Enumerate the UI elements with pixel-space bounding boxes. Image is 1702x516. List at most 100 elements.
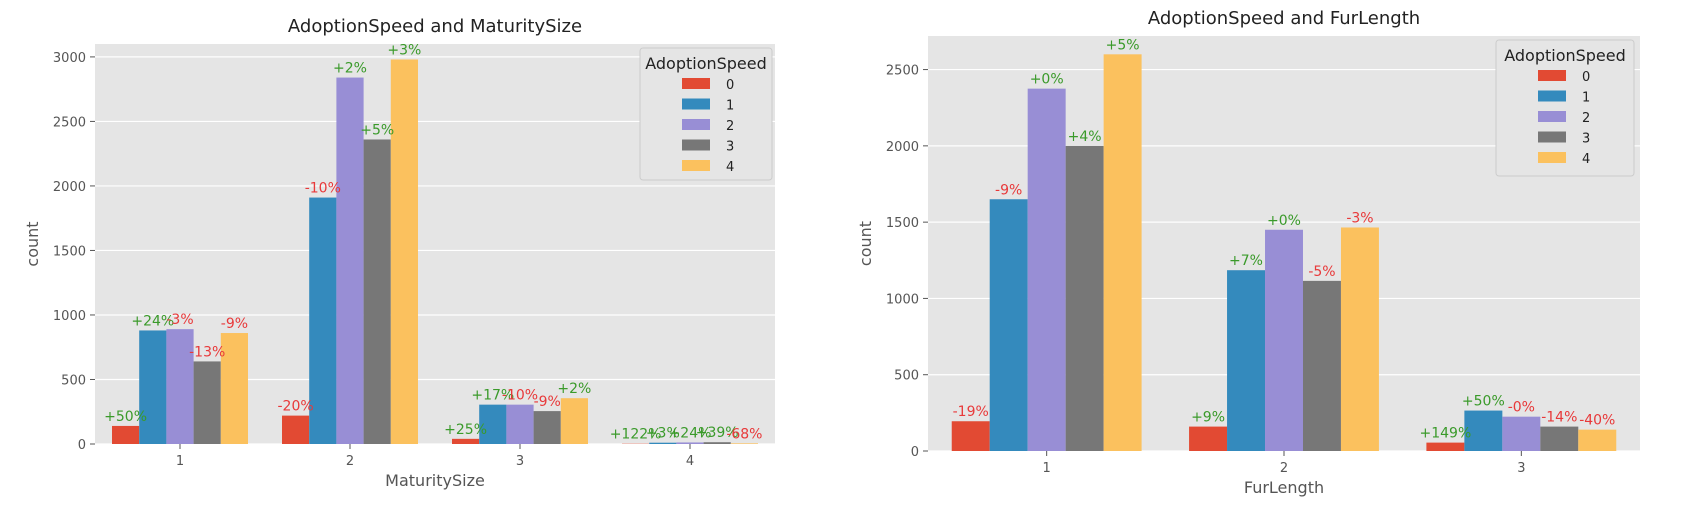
bar-series-3-cat-3 [534, 411, 561, 444]
bar-series-2-cat-1 [1028, 89, 1066, 451]
x-axis-label: FurLength [1244, 478, 1324, 497]
bar-annotation: +50% [104, 409, 147, 425]
y-tick-label: 1000 [53, 309, 86, 324]
y-tick-label: 0 [911, 445, 919, 460]
x-tick-label: 1 [176, 454, 184, 469]
bar-series-0-cat-2 [1189, 427, 1227, 451]
legend-swatch-2 [1538, 111, 1566, 122]
bar-annotation: -10% [305, 181, 341, 197]
legend-label-4: 4 [726, 160, 734, 175]
y-tick-label: 2000 [886, 140, 919, 155]
legend-label-0: 0 [1582, 70, 1590, 85]
chart-2: 05001000150020002500-19%+9%+149%-9%+7%+5… [856, 8, 1640, 497]
bar-annotation: -5% [1308, 264, 1335, 280]
bar-series-2-cat-2 [1265, 230, 1303, 451]
bar-series-3-cat-2 [1303, 281, 1341, 451]
bar-series-0-cat-3 [452, 439, 479, 444]
y-tick-label: 2500 [53, 115, 86, 130]
legend-swatch-4 [682, 160, 710, 171]
bar-annotation: +5% [360, 122, 394, 138]
y-tick-label: 500 [61, 373, 86, 388]
bar-annotation: -3% [166, 312, 193, 328]
legend-swatch-3 [1538, 132, 1566, 143]
bar-series-0-cat-1 [112, 426, 139, 444]
y-axis-label: count [856, 221, 875, 266]
bar-annotation: -40% [1579, 413, 1615, 429]
y-tick-label: 1500 [886, 216, 919, 231]
legend-label-4: 4 [1582, 152, 1590, 167]
chart-title: AdoptionSpeed and FurLength [1148, 8, 1420, 29]
y-tick-label: 2000 [53, 180, 86, 195]
legend-label-3: 3 [1582, 132, 1590, 147]
y-axis-label: count [23, 221, 42, 266]
bar-annotation: +149% [1420, 426, 1472, 442]
bar-series-1-cat-2 [1227, 270, 1265, 451]
y-tick-label: 2500 [886, 64, 919, 79]
bar-series-1-cat-1 [139, 330, 166, 444]
bar-series-3-cat-4 [704, 442, 731, 444]
x-axis-label: MaturitySize [385, 471, 485, 490]
legend-label-2: 2 [1582, 111, 1590, 126]
bar-series-0-cat-2 [282, 416, 309, 444]
legend-swatch-3 [682, 140, 710, 151]
x-tick-label: 3 [516, 454, 524, 469]
legend-label-2: 2 [726, 119, 734, 134]
y-tick-label: 3000 [53, 51, 86, 66]
bar-annotation: +2% [557, 381, 591, 397]
bar-series-3-cat-3 [1540, 427, 1578, 451]
x-tick-label: 2 [346, 454, 354, 469]
bar-annotation: -3% [1346, 210, 1373, 226]
bar-annotation: -14% [1541, 410, 1577, 426]
chart-1: 050010001500200025003000+50%-20%+25%+122… [23, 16, 775, 490]
legend-swatch-0 [682, 78, 710, 89]
bar-series-3-cat-2 [364, 139, 391, 444]
legend-swatch-1 [1538, 91, 1566, 102]
legend-swatch-4 [1538, 152, 1566, 163]
bar-annotation: -0% [1508, 400, 1535, 416]
bar-series-1-cat-1 [990, 199, 1028, 451]
bar-series-2-cat-4 [676, 442, 703, 444]
bar-annotation: +0% [1030, 72, 1064, 88]
bar-annotation: +9% [1191, 410, 1225, 426]
bar-annotation: -19% [953, 404, 989, 420]
legend-swatch-1 [682, 99, 710, 110]
legend-swatch-0 [1538, 70, 1566, 81]
bar-series-3-cat-1 [1066, 146, 1104, 451]
bar-annotation: -20% [278, 399, 314, 415]
bar-series-2-cat-3 [1502, 417, 1540, 451]
legend-label-0: 0 [726, 78, 734, 93]
x-tick-label: 3 [1517, 461, 1525, 476]
x-tick-label: 4 [686, 454, 694, 469]
legend-label-3: 3 [726, 140, 734, 155]
bar-annotation: -68% [726, 426, 762, 442]
chart-title: AdoptionSpeed and MaturitySize [288, 16, 582, 37]
legend-title: AdoptionSpeed [1504, 46, 1626, 65]
y-tick-label: 500 [894, 369, 919, 384]
y-tick-label: 1500 [53, 244, 86, 259]
bar-series-4-cat-3 [561, 398, 588, 444]
bar-series-0-cat-1 [952, 421, 990, 451]
bar-annotation: +7% [1229, 253, 1263, 269]
bar-series-4-cat-2 [391, 59, 418, 444]
bar-series-1-cat-4 [649, 443, 676, 444]
bar-annotation: +4% [1068, 129, 1102, 145]
bar-series-4-cat-1 [1104, 54, 1142, 451]
legend-label-1: 1 [726, 99, 734, 114]
bar-annotation: +0% [1267, 213, 1301, 229]
bar-series-0-cat-3 [1426, 443, 1464, 451]
bar-annotation: +25% [444, 422, 487, 438]
legend-label-1: 1 [1582, 91, 1590, 106]
bar-annotation: +2% [333, 61, 367, 77]
bar-series-2-cat-3 [506, 405, 533, 444]
bar-series-4-cat-3 [1578, 430, 1616, 451]
bar-annotation: +3% [387, 42, 421, 58]
x-tick-label: 2 [1280, 461, 1288, 476]
y-tick-label: 0 [78, 438, 86, 453]
x-tick-label: 1 [1043, 461, 1051, 476]
bar-series-4-cat-2 [1341, 227, 1379, 451]
legend: AdoptionSpeed 0 1 2 3 4 [1496, 40, 1634, 176]
bar-annotation: -13% [189, 344, 225, 360]
